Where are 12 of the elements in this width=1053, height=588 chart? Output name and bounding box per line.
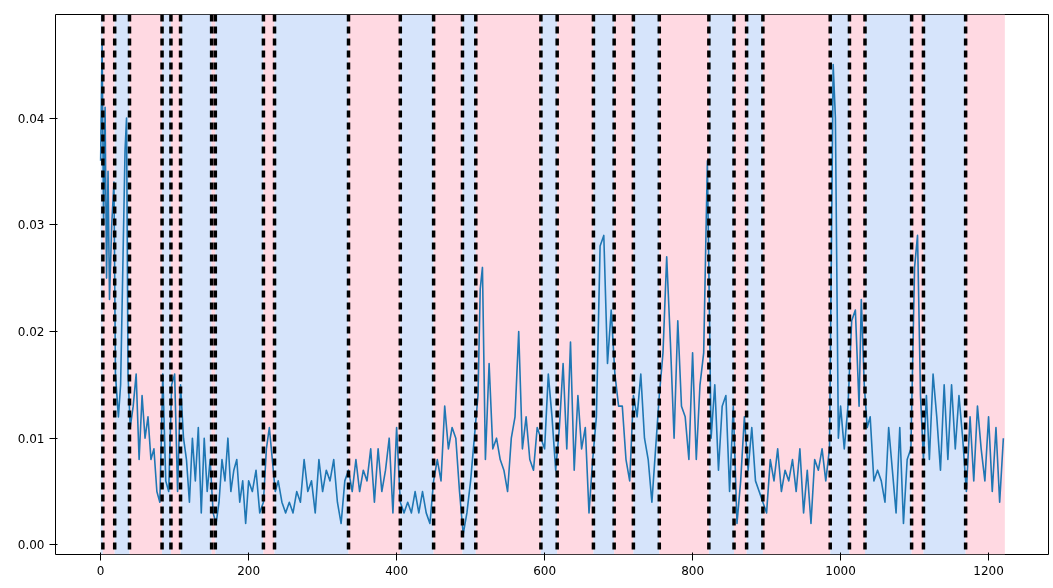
y-tick-label: 0.00 (17, 538, 45, 553)
x-tick-label: 600 (533, 563, 557, 578)
y-tick-label: 0.01 (17, 431, 45, 446)
x-tick-label: 800 (681, 563, 705, 578)
x-tick-label: 1200 (973, 563, 1004, 578)
y-tick-label: 0.02 (17, 324, 45, 339)
x-tick-label: 0 (96, 563, 105, 578)
x-tick-label: 1000 (825, 563, 856, 578)
x-tick-label: 400 (385, 563, 409, 578)
x-tick-label: 200 (237, 563, 261, 578)
y-tick-label: 0.04 (17, 111, 45, 126)
y-tick-label: 0.03 (17, 218, 45, 233)
